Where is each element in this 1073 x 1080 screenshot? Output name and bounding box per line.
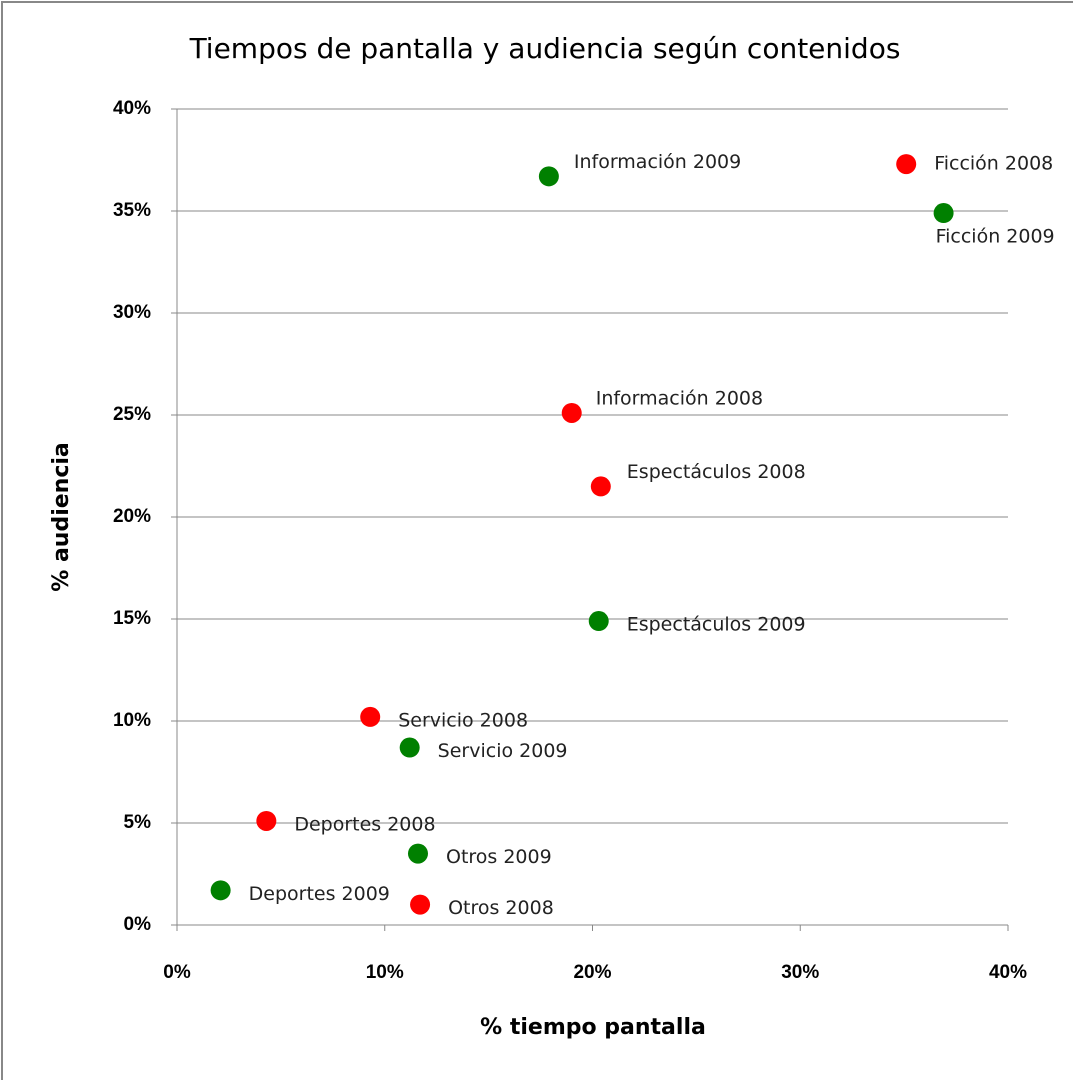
y-tick-label: 20% bbox=[113, 506, 151, 527]
y-tick-label: 30% bbox=[113, 302, 151, 323]
point bbox=[256, 810, 277, 831]
point bbox=[933, 203, 954, 224]
point-label: Otros 2008 bbox=[448, 897, 554, 919]
point-label: Deportes 2009 bbox=[249, 883, 390, 905]
y-tick-label: 15% bbox=[113, 608, 151, 629]
point-label: Otros 2009 bbox=[446, 846, 552, 868]
y-tick-label: 0% bbox=[124, 914, 152, 935]
y-axis-label: % audiencia bbox=[49, 442, 74, 592]
point bbox=[590, 476, 611, 497]
x-tick-label: 40% bbox=[989, 962, 1027, 983]
point-label: Información 2009 bbox=[574, 151, 741, 173]
point bbox=[561, 402, 582, 423]
y-tick-label: 10% bbox=[113, 710, 151, 731]
point-label: Información 2008 bbox=[596, 387, 763, 409]
x-tick-label: 20% bbox=[573, 962, 611, 983]
point bbox=[210, 880, 231, 901]
point-label: Espectáculos 2008 bbox=[627, 461, 806, 483]
point-label: Ficción 2009 bbox=[936, 226, 1055, 248]
point-label: Ficción 2008 bbox=[934, 153, 1053, 175]
point bbox=[399, 737, 420, 758]
y-tick-label: 40% bbox=[113, 98, 151, 119]
point bbox=[588, 611, 609, 632]
y-tick-label: 35% bbox=[113, 200, 151, 221]
point bbox=[410, 894, 431, 915]
point bbox=[538, 166, 559, 187]
y-tick-label: 5% bbox=[124, 812, 152, 833]
chart-title: Tiempos de pantalla y audiencia según co… bbox=[189, 32, 901, 65]
point-label: Espectáculos 2009 bbox=[627, 614, 806, 636]
point bbox=[407, 843, 428, 864]
point bbox=[896, 154, 917, 175]
point-label: Servicio 2009 bbox=[438, 740, 568, 762]
x-tick-label: 10% bbox=[366, 962, 404, 983]
x-tick-label: 30% bbox=[781, 962, 819, 983]
point-label: Deportes 2008 bbox=[294, 813, 435, 835]
y-tick-label: 25% bbox=[113, 404, 151, 425]
point bbox=[360, 706, 381, 727]
point-label: Servicio 2008 bbox=[398, 709, 528, 731]
x-tick-label: 0% bbox=[163, 962, 191, 983]
x-axis-label: % tiempo pantalla bbox=[480, 1015, 706, 1040]
